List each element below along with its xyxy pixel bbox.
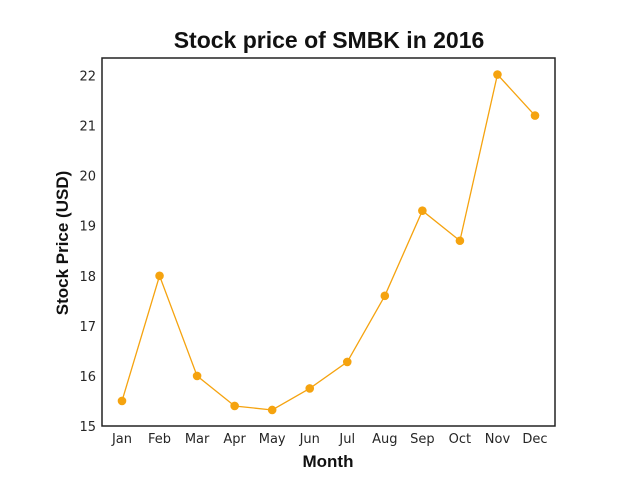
y-tick-label: 16	[79, 370, 96, 385]
plot-area	[117, 70, 540, 415]
data-point	[380, 291, 390, 301]
x-tick-label: Jun	[299, 432, 320, 447]
data-point	[192, 371, 202, 381]
x-axis: Jan Feb Mar Apr May Jun Jul Aug Sep Oct Nov Dec	[111, 432, 548, 447]
y-tick-label: 17	[79, 320, 96, 335]
x-tick-label: Jan	[111, 432, 132, 447]
series-line	[121, 73, 536, 411]
y-tick-label: 19	[79, 220, 96, 235]
y-tick-label: 15	[79, 420, 96, 435]
x-tick-label: Aug	[372, 432, 397, 447]
chart-title: Stock price of SMBK in 2016	[174, 27, 485, 53]
x-axis-label: Month	[303, 452, 354, 471]
x-tick-label: Apr	[223, 432, 246, 447]
data-point	[493, 70, 502, 79]
x-tick-label: Nov	[485, 432, 511, 447]
x-tick-label: Feb	[148, 432, 171, 447]
data-point	[342, 357, 352, 367]
plot-frame	[101, 57, 556, 427]
data-point	[305, 384, 315, 393]
x-tick-label: Mar	[185, 432, 210, 447]
y-tick-label: 21	[79, 120, 96, 135]
y-tick-label: 22	[79, 70, 96, 85]
y-axis-label: Stock Price (USD)	[53, 171, 72, 316]
y-axis: 15 16 17 18 19 20 21 22	[79, 70, 96, 435]
y-tick-label: 18	[79, 270, 96, 285]
x-tick-label: Sep	[410, 432, 435, 447]
y-tick-label: 20	[79, 170, 96, 185]
x-tick-label: Oct	[449, 432, 471, 447]
data-point	[155, 271, 164, 281]
x-tick-label: Dec	[522, 432, 547, 447]
data-point	[455, 236, 465, 246]
data-point	[230, 401, 239, 411]
x-tick-label: Jul	[338, 432, 355, 447]
data-point	[418, 206, 427, 216]
data-point	[117, 396, 127, 406]
data-point	[530, 111, 540, 120]
x-tick-label: May	[259, 432, 286, 447]
data-point	[267, 405, 277, 415]
